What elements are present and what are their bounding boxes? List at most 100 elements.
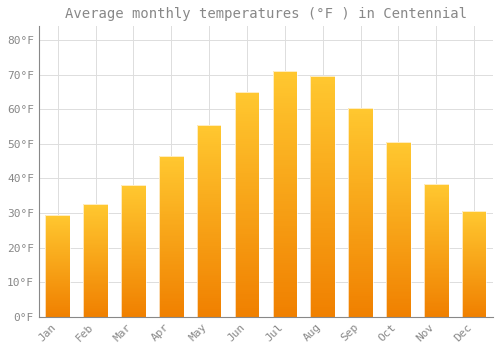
Bar: [46, 225, 70, 226]
Bar: [197, 173, 222, 175]
Bar: [272, 135, 297, 138]
Bar: [46, 269, 70, 270]
Bar: [159, 262, 184, 264]
Bar: [121, 188, 146, 189]
Bar: [462, 287, 486, 288]
Bar: [272, 278, 297, 280]
Bar: [159, 276, 184, 278]
Bar: [234, 180, 260, 182]
Bar: [386, 186, 410, 188]
Bar: [234, 92, 260, 94]
Bar: [386, 182, 410, 184]
Bar: [197, 125, 222, 317]
Bar: [197, 215, 222, 217]
Bar: [424, 290, 448, 292]
Bar: [348, 283, 373, 285]
Bar: [310, 228, 335, 230]
Bar: [348, 107, 373, 317]
Bar: [310, 189, 335, 192]
Bar: [46, 233, 70, 234]
Bar: [386, 172, 410, 174]
Bar: [348, 244, 373, 246]
Bar: [462, 223, 486, 224]
Bar: [46, 290, 70, 291]
Bar: [46, 235, 70, 236]
Bar: [46, 304, 70, 306]
Bar: [159, 198, 184, 199]
Bar: [424, 280, 448, 281]
Bar: [310, 305, 335, 307]
Bar: [462, 253, 486, 254]
Bar: [424, 201, 448, 202]
Bar: [197, 315, 222, 317]
Bar: [272, 260, 297, 263]
Bar: [197, 144, 222, 146]
Bar: [386, 261, 410, 262]
Bar: [348, 177, 373, 179]
Bar: [310, 165, 335, 168]
Bar: [159, 243, 184, 244]
Bar: [159, 249, 184, 251]
Bar: [234, 182, 260, 184]
Bar: [348, 141, 373, 143]
Bar: [310, 153, 335, 156]
Bar: [272, 243, 297, 246]
Bar: [159, 182, 184, 183]
Bar: [348, 267, 373, 269]
Bar: [84, 204, 108, 317]
Bar: [121, 197, 146, 198]
Bar: [121, 221, 146, 222]
Bar: [348, 116, 373, 118]
Bar: [386, 163, 410, 165]
Bar: [234, 222, 260, 225]
Bar: [462, 304, 486, 305]
Bar: [386, 257, 410, 259]
Bar: [234, 148, 260, 150]
Bar: [46, 264, 70, 265]
Bar: [197, 286, 222, 288]
Bar: [272, 253, 297, 255]
Bar: [159, 256, 184, 257]
Bar: [121, 246, 146, 247]
Bar: [159, 294, 184, 296]
Bar: [272, 226, 297, 229]
Bar: [310, 141, 335, 144]
Bar: [159, 178, 184, 180]
Bar: [46, 309, 70, 310]
Bar: [272, 229, 297, 231]
Bar: [84, 228, 108, 229]
Bar: [46, 265, 70, 266]
Bar: [462, 314, 486, 315]
Bar: [46, 242, 70, 243]
Bar: [197, 154, 222, 155]
Bar: [84, 257, 108, 258]
Bar: [46, 299, 70, 300]
Bar: [197, 244, 222, 246]
Bar: [121, 237, 146, 238]
Bar: [386, 146, 410, 147]
Bar: [424, 202, 448, 204]
Bar: [197, 240, 222, 242]
Bar: [234, 288, 260, 290]
Bar: [234, 220, 260, 222]
Bar: [84, 294, 108, 295]
Bar: [197, 232, 222, 234]
Bar: [84, 298, 108, 299]
Bar: [386, 158, 410, 160]
Bar: [159, 195, 184, 196]
Bar: [197, 294, 222, 296]
Bar: [462, 265, 486, 266]
Bar: [46, 301, 70, 302]
Bar: [386, 287, 410, 289]
Bar: [159, 174, 184, 175]
Bar: [272, 138, 297, 140]
Bar: [46, 229, 70, 230]
Bar: [386, 147, 410, 149]
Bar: [159, 278, 184, 280]
Bar: [424, 306, 448, 308]
Bar: [310, 269, 335, 271]
Bar: [386, 188, 410, 189]
Bar: [424, 237, 448, 238]
Bar: [121, 204, 146, 205]
Bar: [46, 261, 70, 262]
